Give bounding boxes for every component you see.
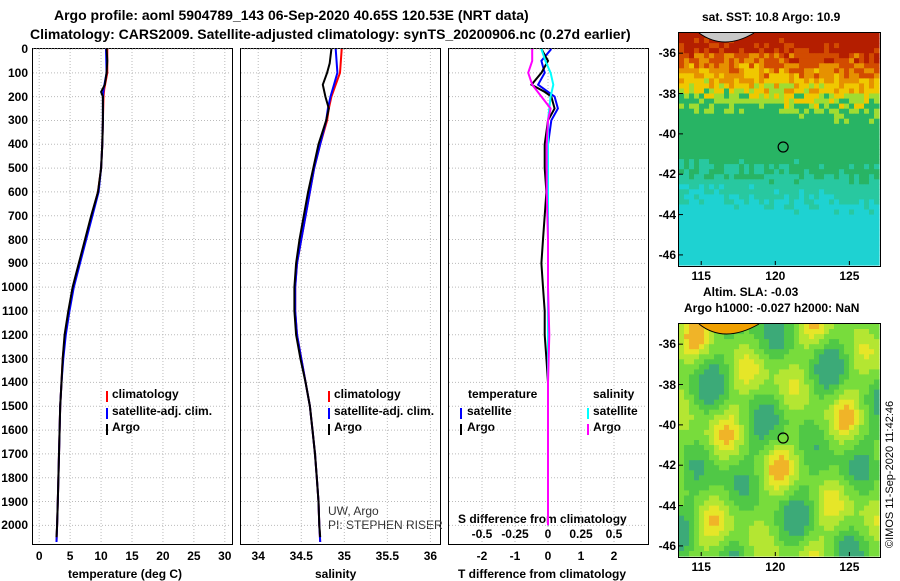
diff-s-xtick-0.5: 0.5 [605,527,623,541]
depth-tick-1900: 1900 [1,494,28,509]
difference-line-3 [527,49,552,526]
diff-t-xtick-1: 1 [577,549,585,563]
depth-tick-900: 900 [7,256,28,271]
depth-tick-0: 0 [21,42,28,56]
depth-tick-1400: 1400 [1,375,28,390]
sla-map-title1: Altim. SLA: -0.03 [703,285,799,299]
sst-lat--36: -36 [658,46,676,61]
difference-xlabel: T difference from climatology [458,567,627,581]
depth-tick-600: 600 [7,184,28,199]
depth-tick-700: 700 [7,208,28,223]
sst-map-field [679,33,880,266]
depth-tick-1200: 1200 [1,327,28,342]
temperature-xtick-25: 25 [187,549,201,563]
temp-legend-satellite: satellite-adj. clim. [112,404,213,418]
sst-lat--40: -40 [658,126,676,141]
sst-lon-120: 120 [765,269,786,283]
depth-tick-800: 800 [7,232,28,247]
temp-legend-climatology: climatology [112,387,179,401]
sla-lon-115: 115 [691,560,711,574]
diff-legend-temp-title: temperature [468,387,538,401]
depth-tick-1000: 1000 [1,280,28,295]
temperature-xtick-0: 0 [35,549,43,563]
diff-s-xtick-0.25: 0.25 [569,527,593,541]
diff-t-xtick--1: -1 [509,549,521,563]
sst-lat--38: -38 [658,86,676,101]
temperature-line-0 [55,49,109,543]
sst-lat--42: -42 [658,167,676,182]
salinity-xtick-34: 34 [251,549,265,563]
sla-argo-marker [777,432,789,444]
diff-t-xtick-2: 2 [610,549,618,563]
sla-lat--46: -46 [658,538,676,553]
sst-argo-marker [777,141,789,153]
salinity-xtick-34.5: 34.5 [289,549,313,563]
sla-lat--38: -38 [658,377,676,392]
sla-lon-125: 125 [839,560,860,574]
salinity-line-0 [294,48,343,543]
temperature-xtick-10: 10 [94,549,108,563]
depth-tick-2000: 2000 [1,518,28,533]
sal-legend-climatology: climatology [334,387,401,401]
depth-tick-1600: 1600 [1,423,28,438]
depth-tick-1100: 1100 [1,303,28,318]
temperature-line-2 [55,48,109,538]
diff-t-xtick--2: -2 [476,549,488,563]
diff-s-xtick--0.25: -0.25 [501,527,529,541]
diff-legend-t-satellite: satellite [467,404,512,418]
salinity-xtick-36: 36 [423,549,438,563]
sst-map-title: sat. SST: 10.8 Argo: 10.9 [702,10,841,24]
depth-tick-1700: 1700 [1,446,28,461]
sst-lon-125: 125 [839,269,860,283]
sla-coastline [698,323,760,335]
depth-tick-300: 300 [7,113,28,128]
temperature-line-1 [55,48,108,543]
sst-coastline [698,32,755,43]
sal-legend-satellite: satellite-adj. clim. [334,404,435,418]
salinity-note-1: UW, Argo [328,504,379,518]
depth-tick-1800: 1800 [1,470,28,485]
sla-lat--36: -36 [658,337,676,352]
temperature-xtick-30: 30 [218,549,232,563]
sst-lat--46: -46 [658,247,676,262]
sst-lat--44: -44 [658,207,676,222]
sla-map-field [679,324,880,557]
plot-title-line1: Argo profile: aoml 5904789_143 06-Sep-20… [54,7,529,23]
depth-tick-500: 500 [7,161,28,176]
difference-xlabel-top: S difference from climatology [458,512,627,526]
depth-tick-1300: 1300 [1,351,28,366]
diff-s-xtick-0: 0 [544,527,552,541]
sla-map-title2: Argo h1000: -0.027 h2000: NaN [684,301,860,315]
temperature-xtick-15: 15 [125,549,139,563]
salinity-xtick-35.5: 35.5 [375,549,400,563]
temperature-xtick-20: 20 [156,549,170,563]
diff-s-xtick--0.5: -0.5 [471,527,493,541]
sst-lon-115: 115 [691,269,711,283]
depth-tick-100: 100 [7,65,28,80]
salinity-xtick-35: 35 [337,549,351,563]
salinity-xlabel: salinity [315,567,357,581]
salinity-panel [240,48,441,545]
depth-tick-1500: 1500 [1,399,28,414]
sla-lat--42: -42 [658,458,676,473]
diff-t-xtick-0: 0 [544,549,552,563]
depth-tick-200: 200 [7,89,28,104]
salinity-line-2 [293,48,333,538]
sla-lat--40: -40 [658,417,676,432]
temperature-xlabel: temperature (deg C) [68,567,183,581]
plot-title-line2: Climatology: CARS2009. Satellite-adjuste… [30,26,631,42]
sla-lat--44: -44 [658,498,676,513]
diff-legend-s-satellite: satellite [593,404,638,418]
temperature-xtick-5: 5 [66,549,74,563]
depth-tick-400: 400 [7,137,28,152]
sla-lon-120: 120 [765,560,786,574]
